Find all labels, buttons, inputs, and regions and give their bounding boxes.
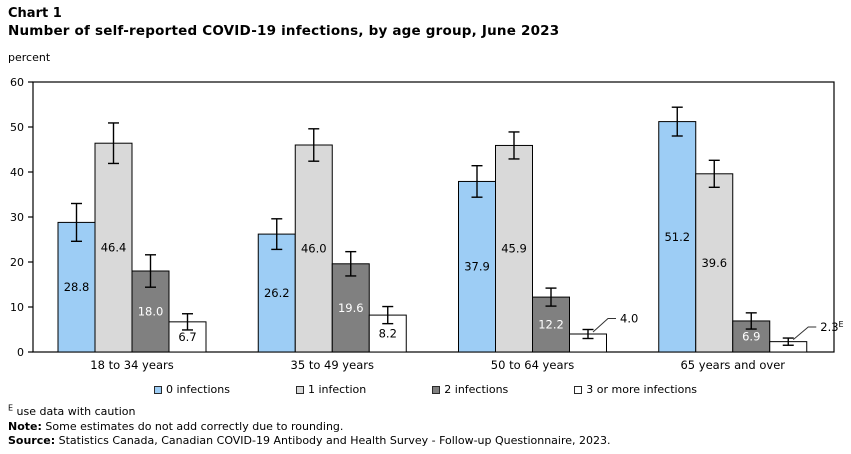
bar-value-label: 37.9: [464, 260, 490, 274]
y-axis-tick-label: 50: [10, 121, 24, 134]
source-text: Statistics Canada, Canadian COVID-19 Ant…: [55, 434, 611, 447]
note-label: Note:: [8, 419, 42, 433]
legend-item-0-infections: 0 infections: [153, 383, 230, 396]
legend-item-3-or-more-infections: 3 or more infections: [574, 383, 697, 396]
x-axis-category-label: 35 to 49 years: [291, 358, 374, 372]
bar-0-infections-65-years-and-over: [658, 121, 697, 353]
bar-1-infection-50-to-64-years: [495, 144, 533, 353]
caution-text: use data with caution: [13, 405, 136, 418]
legend-label: 0 infections: [165, 383, 230, 396]
x-axis-category-label: 50 to 64 years: [491, 358, 574, 372]
bar-chart-plot: 0 10 20 30 40 50 60 28.8 46.4 18.0 6.7 18 to 34 yea…: [10, 76, 844, 372]
y-axis-tick-label: 60: [10, 76, 24, 89]
bar-value-label: 19.6: [338, 301, 364, 315]
bar-1-infection-18-to-34-years: [94, 142, 133, 353]
chart-legend: 0 infections 1 infection 2 infections 3 …: [0, 383, 851, 396]
bar-value-label: 6.7: [178, 330, 196, 344]
callout-leader-line: [592, 318, 616, 333]
note-text: Some estimates do not add correctly due …: [41, 419, 344, 433]
footnote-caution: E use data with caution: [8, 403, 611, 420]
legend-swatch-1-infection-icon: [295, 385, 304, 394]
y-axis-tick-label: 40: [10, 166, 24, 179]
y-axis-tick-label: 30: [10, 211, 24, 224]
bar-1-infection-35-to-49-years: [294, 144, 333, 353]
bar-value-label: 6.9: [742, 329, 760, 343]
bar-0-infections-35-to-49-years: [257, 233, 296, 353]
bar-value-label: 2.3E: [820, 320, 843, 334]
bar-value-label: 4.0: [620, 312, 638, 326]
bar-value-label: 28.8: [64, 280, 90, 294]
callout-leader-line: [792, 326, 817, 341]
bar-1-infection-65-years-and-over: [695, 173, 734, 353]
legend-label: 2 infections: [444, 383, 509, 396]
x-axis-category-label: 18 to 34 years: [90, 358, 173, 372]
chart-number: Chart 1: [8, 6, 62, 21]
legend-label: 3 or more infections: [586, 383, 698, 396]
y-axis-tick-label: 20: [10, 256, 24, 269]
bar-0-infections-18-to-34-years: [57, 221, 96, 353]
bar-value-label: 39.6: [701, 256, 727, 270]
bar-value-label: 12.2: [538, 318, 564, 332]
legend-swatch-0-infections-icon: [153, 385, 162, 394]
bar-value-label: 8.2: [379, 327, 397, 341]
legend-label: 1 infection: [307, 383, 367, 396]
bar-value-label: 46.0: [301, 242, 327, 256]
source-label: Source:: [8, 434, 56, 447]
legend-item-1-infection: 1 infection: [295, 383, 367, 396]
x-axis-category-label: 65 years and over: [680, 358, 785, 372]
y-axis-tick-label: 10: [10, 301, 24, 314]
bar-value-label: 26.2: [264, 286, 290, 300]
bar-value-label: 45.9: [501, 242, 527, 256]
legend-swatch-2-infections-icon: [432, 385, 441, 394]
bar-0-infections-50-to-64-years: [458, 180, 496, 353]
chart-title: Number of self-reported COVID-19 infecti…: [8, 23, 560, 39]
y-axis-unit-label: percent: [8, 51, 51, 64]
bar-value-label: 46.4: [101, 241, 127, 255]
caution-flag: E: [8, 403, 14, 413]
bar-value-label: 18.0: [138, 305, 164, 319]
chart-header: Chart 1 Number of self-reported COVID-19…: [8, 5, 559, 40]
legend-item-2-infections: 2 infections: [432, 383, 508, 396]
footnote-note: Note: Some estimates do not add correctl…: [8, 420, 611, 435]
legend-swatch-3-or-more-infections-icon: [574, 385, 583, 394]
y-axis-tick-label: 0: [17, 346, 24, 359]
chart-footnotes: E use data with caution Note: Some estim…: [8, 403, 611, 449]
footnote-source: Source: Statistics Canada, Canadian COVI…: [8, 434, 611, 449]
bar-value-label: 51.2: [664, 230, 690, 244]
